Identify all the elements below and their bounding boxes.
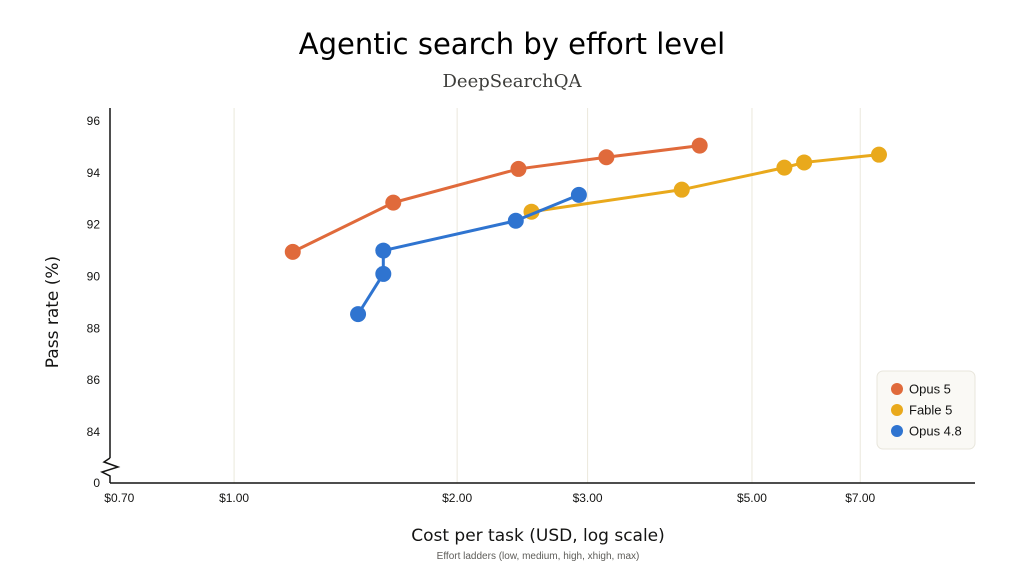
x-tick-label: $7.00: [845, 491, 875, 505]
data-point-fable-5: [870, 146, 887, 163]
chart-subtitle: DeepSearchQA: [442, 71, 582, 92]
y-tick-label: 88: [87, 321, 101, 335]
data-point-fable-5: [673, 181, 690, 198]
data-point-opus-5: [385, 194, 402, 211]
y-axis-break: [100, 457, 121, 483]
series-opus-4-8: [350, 186, 587, 323]
data-point-opus-4-8: [350, 306, 367, 323]
data-point-fable-5: [776, 159, 793, 176]
data-point-opus-5: [598, 149, 615, 166]
x-axis-note: Effort ladders (low, medium, high, xhigh…: [437, 551, 640, 562]
y-tick-label: 84: [87, 425, 101, 439]
data-point-opus-4-8: [375, 242, 392, 259]
gridlines: [233, 108, 861, 483]
legend: Opus 5 Fable 5 Opus 4.8: [876, 370, 976, 450]
y-axis-title: Pass rate (%): [43, 256, 63, 368]
x-tick-label: $3.00: [573, 491, 603, 505]
legend-swatch-opus-5: [891, 383, 903, 395]
data-point-opus-5: [510, 160, 527, 177]
series-fable-5: [523, 146, 887, 220]
x-axis-title: Cost per task (USD, log scale): [411, 526, 665, 546]
y-tick-label: 92: [87, 218, 101, 232]
series-line-opus-5: [291, 144, 702, 254]
series-layer: [284, 137, 887, 323]
data-point-opus-5: [284, 243, 301, 260]
data-point-opus-4-8: [375, 265, 392, 282]
y-tick-label: 86: [87, 373, 101, 387]
x-tick-label: $5.00: [737, 491, 767, 505]
legend-swatch-fable-5: [891, 404, 903, 416]
chart-title: Agentic search by effort level: [299, 27, 725, 61]
data-point-fable-5: [796, 154, 813, 171]
series-line-opus-4-8: [356, 193, 581, 316]
legend-label-opus-5: Opus 5: [909, 382, 951, 397]
y-tick-label: 90: [87, 270, 101, 284]
data-point-opus-4-8: [507, 212, 524, 229]
legend-label-opus-4-8: Opus 4.8: [909, 424, 962, 439]
legend-label-fable-5: Fable 5: [909, 403, 952, 418]
x-tick-label: $2.00: [442, 491, 472, 505]
y-tick-label: 96: [87, 114, 101, 128]
legend-swatch-opus-4-8: [891, 425, 903, 437]
series-opus-5: [284, 137, 708, 260]
axes: [100, 108, 975, 484]
data-point-opus-5: [691, 137, 708, 154]
series-line-fable-5: [529, 153, 881, 214]
y-tick-label-break: 0: [93, 476, 100, 490]
data-point-opus-4-8: [570, 186, 587, 203]
x-tick-label: $1.00: [219, 491, 249, 505]
tick-labels: $0.70 $1.00 $2.00 $3.00 $5.00 $7.00 96 94 92 90 88…: [87, 114, 876, 505]
x-tick-label: $0.70: [104, 491, 134, 505]
y-tick-label: 94: [87, 166, 101, 180]
